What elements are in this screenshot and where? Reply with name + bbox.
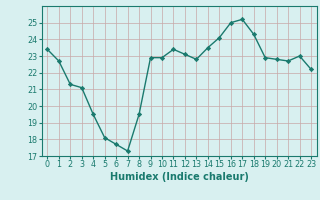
X-axis label: Humidex (Indice chaleur): Humidex (Indice chaleur) — [110, 172, 249, 182]
